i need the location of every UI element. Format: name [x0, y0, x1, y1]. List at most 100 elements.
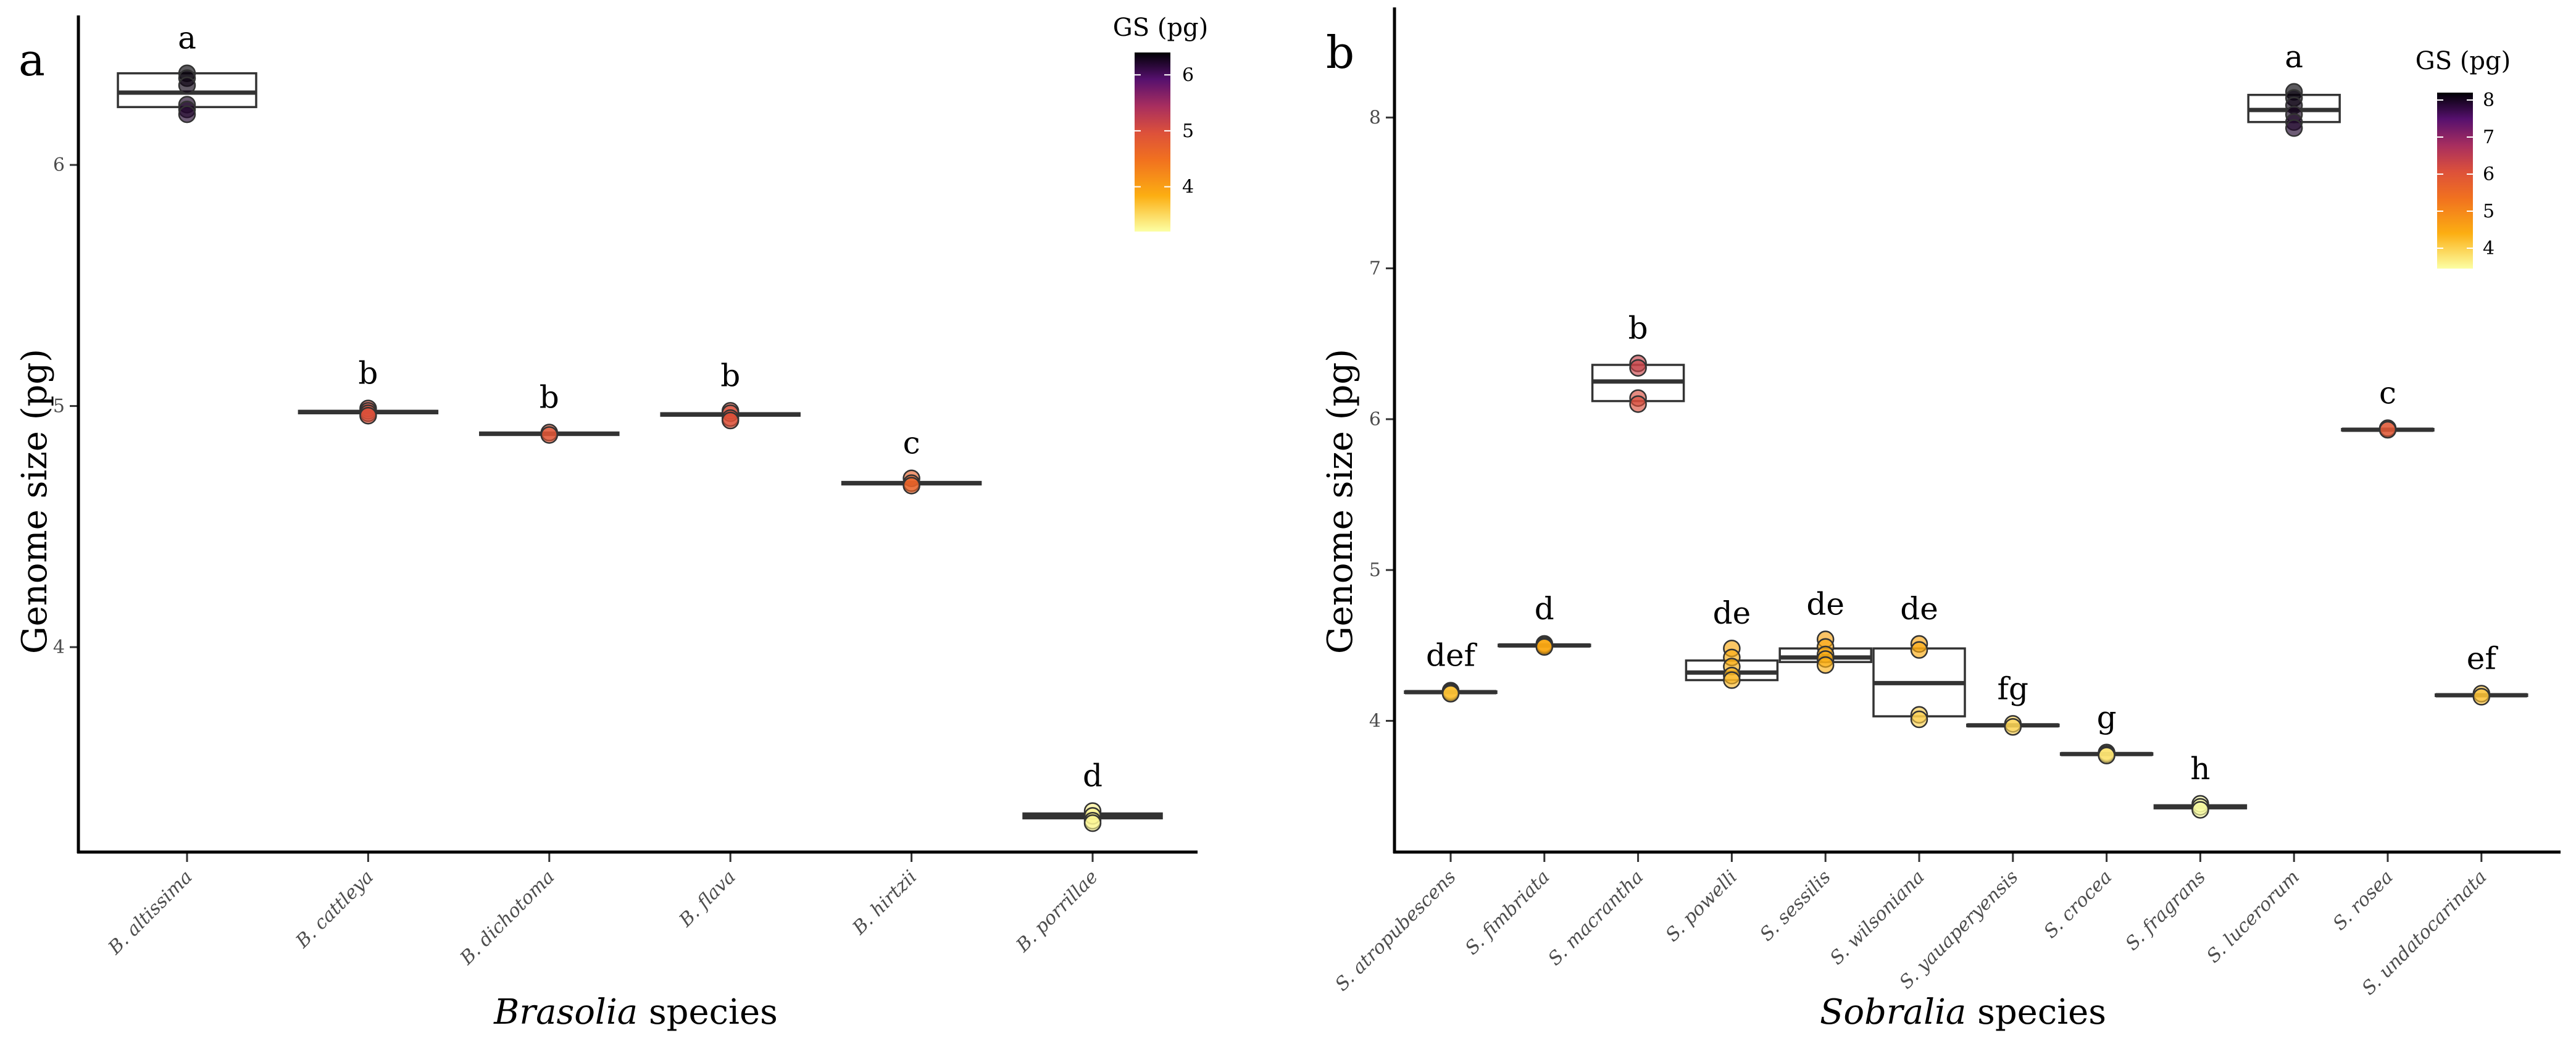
panel-b-data-point	[1816, 656, 1835, 674]
panel-b-group: h	[2153, 751, 2248, 819]
panel-b-data-point	[1629, 395, 1647, 413]
panel-b-significance-letter: fg	[1998, 671, 2029, 706]
panel-b-data-point	[2098, 746, 2115, 764]
panel-b-group: de	[1778, 587, 1872, 674]
panel-a-x-tick-label: B. flava	[675, 866, 740, 932]
panel-b-group: de	[1685, 595, 1779, 689]
panel-b-significance-letter: d	[1535, 591, 1554, 627]
panel-a-x-ticks: B. altissima B. cattleya B. dichotoma B. fl…	[104, 852, 1103, 969]
panel-a-x-axis-suffix: species	[638, 992, 778, 1032]
panel-a-data-point	[902, 477, 920, 495]
panel-b-x-axis-genus: Sobralia	[1820, 992, 1966, 1032]
panel-a: a Genome size (pg) 4 5 6 B. altissima B. ca…	[15, 14, 1208, 1032]
panel-a-legend-title: GS (pg)	[1113, 14, 1209, 42]
panel-b-x-tick-label: S. macrantha	[1544, 866, 1648, 970]
panel-a-y-tick-label: 6	[53, 154, 65, 176]
panel-b-significance-letter: de	[1806, 587, 1844, 622]
panel-b-group: d	[1498, 591, 1591, 656]
panel-a-group: d	[1022, 758, 1163, 832]
panel-a-x-tick-label: B. altissima	[104, 866, 197, 959]
panel-b-x-tick-label: S. crocea	[2040, 866, 2116, 943]
panel-b-group: a	[2247, 39, 2341, 137]
panel-b-data-point	[1441, 685, 1460, 703]
panel-b-data-point	[1910, 641, 1928, 659]
panel-b-data-point	[1535, 638, 1554, 656]
panel-a-group: b	[660, 357, 801, 430]
panel-a-letter: a	[19, 34, 45, 86]
panel-a-significance-letter: b	[358, 355, 378, 391]
panel-b-significance-letter: ef	[2467, 641, 2499, 677]
panel-b-legend-tick-label: 7	[2483, 127, 2495, 148]
panel-b-x-tick-label: S. sessilis	[1756, 866, 1835, 945]
panel-b-x-axis-suffix: species	[1966, 992, 2106, 1032]
panel-a-x-tick-label: B. cattleya	[291, 866, 378, 953]
panel-a-x-axis-genus: Brasolia	[493, 992, 638, 1032]
panel-b: b Genome size (pg) 4 5 6 7 8 S. atropubescen…	[1320, 7, 2561, 1032]
panel-b-legend-title: GS (pg)	[2416, 47, 2511, 75]
panel-b-letter: b	[1326, 27, 1354, 78]
panel-b-y-ticks: 4 5 6 7 8	[1369, 107, 1394, 732]
panel-a-y-tick-label: 4	[53, 637, 65, 658]
panel-b-significance-letter: def	[1426, 638, 1478, 674]
panel-a-legend: GS (pg) 4 5 6	[1113, 14, 1209, 232]
panel-a-data-point	[359, 406, 377, 425]
panel-a-group: a	[117, 20, 257, 123]
panel-b-data-point	[2378, 420, 2397, 439]
panel-b-groups: def d b de de de fg g h a c ef	[1404, 39, 2528, 819]
panel-b-significance-letter: de	[1713, 595, 1751, 631]
panel-a-significance-letter: d	[1083, 758, 1103, 794]
panel-a-significance-letter: b	[540, 380, 559, 416]
panel-b-y-tick-label: 7	[1369, 258, 1381, 280]
panel-b-significance-letter: h	[2190, 751, 2210, 787]
panel-a-data-point	[721, 411, 740, 430]
panel-b-x-tick-label: S. rosea	[2329, 866, 2398, 935]
panel-a-data-point	[540, 426, 559, 444]
panel-a-legend-tick-label: 5	[1182, 120, 1194, 142]
panel-b-group: fg	[1966, 671, 2060, 736]
panel-b-group: def	[1404, 638, 1498, 703]
panel-b-legend-ticks: 4 5 6 7 8	[2437, 90, 2495, 259]
panel-b-legend-tick-label: 8	[2483, 90, 2495, 111]
panel-a-legend-tick-label: 4	[1182, 177, 1194, 198]
panel-a-x-axis-title: Brasolia species	[493, 992, 778, 1032]
panel-b-x-tick-label: S. powelli	[1662, 866, 1741, 946]
panel-b-legend-tick-label: 6	[2483, 164, 2495, 185]
panel-b-y-axis-title: Genome size (pg)	[1320, 349, 1361, 654]
panel-b-y-tick-label: 5	[1369, 559, 1381, 581]
panel-b-legend: GS (pg) 4 5 6 7 8	[2416, 47, 2511, 269]
panel-b-data-point	[2285, 119, 2303, 137]
panel-b-y-tick-label: 6	[1369, 409, 1381, 430]
panel-b-y-tick-label: 8	[1369, 107, 1381, 128]
panel-a-legend-tick-label: 6	[1182, 64, 1194, 86]
panel-b-significance-letter: b	[1628, 311, 1648, 346]
panel-b-y-tick-label: 4	[1369, 710, 1381, 732]
panel-b-x-tick-label: S. wilsoniana	[1826, 866, 1929, 969]
panel-b-data-point	[1910, 710, 1928, 729]
panel-b-group: c	[2341, 375, 2435, 439]
panel-b-x-tick-label: S. fimbriata	[1461, 866, 1554, 959]
panel-a-y-axis-title: Genome size (pg)	[15, 349, 55, 654]
panel-b-significance-letter: g	[2097, 700, 2117, 735]
panel-a-data-point	[178, 105, 196, 123]
panel-a-x-tick-label: B. dichotoma	[456, 866, 559, 969]
panel-b-x-tick-label: S. fragrans	[2121, 866, 2210, 955]
panel-b-data-point	[1629, 359, 1647, 377]
panel-b-significance-letter: c	[2379, 375, 2396, 411]
panel-a-y-ticks: 4 5 6	[53, 154, 78, 658]
panel-a-legend-colorbar	[1135, 52, 1170, 232]
panel-a-significance-letter: a	[178, 20, 196, 56]
panel-b-data-point	[2191, 801, 2209, 819]
panel-b-data-point	[2004, 717, 2022, 736]
panel-a-groups: a b b b c d	[117, 20, 1163, 832]
panel-a-significance-letter: b	[720, 357, 740, 393]
panel-a-y-tick-label: 5	[53, 396, 65, 417]
panel-b-group: ef	[2435, 641, 2528, 706]
panel-a-legend-ticks: 4 5 6	[1135, 64, 1194, 198]
panel-a-x-tick-label: B. hirtzii	[848, 866, 921, 939]
panel-a-group: c	[841, 425, 982, 495]
panel-a-data-point	[1083, 814, 1102, 832]
panel-b-x-axis-title: Sobralia species	[1820, 992, 2106, 1032]
panel-b-x-tick-label: S. lucerorum	[2203, 866, 2304, 968]
